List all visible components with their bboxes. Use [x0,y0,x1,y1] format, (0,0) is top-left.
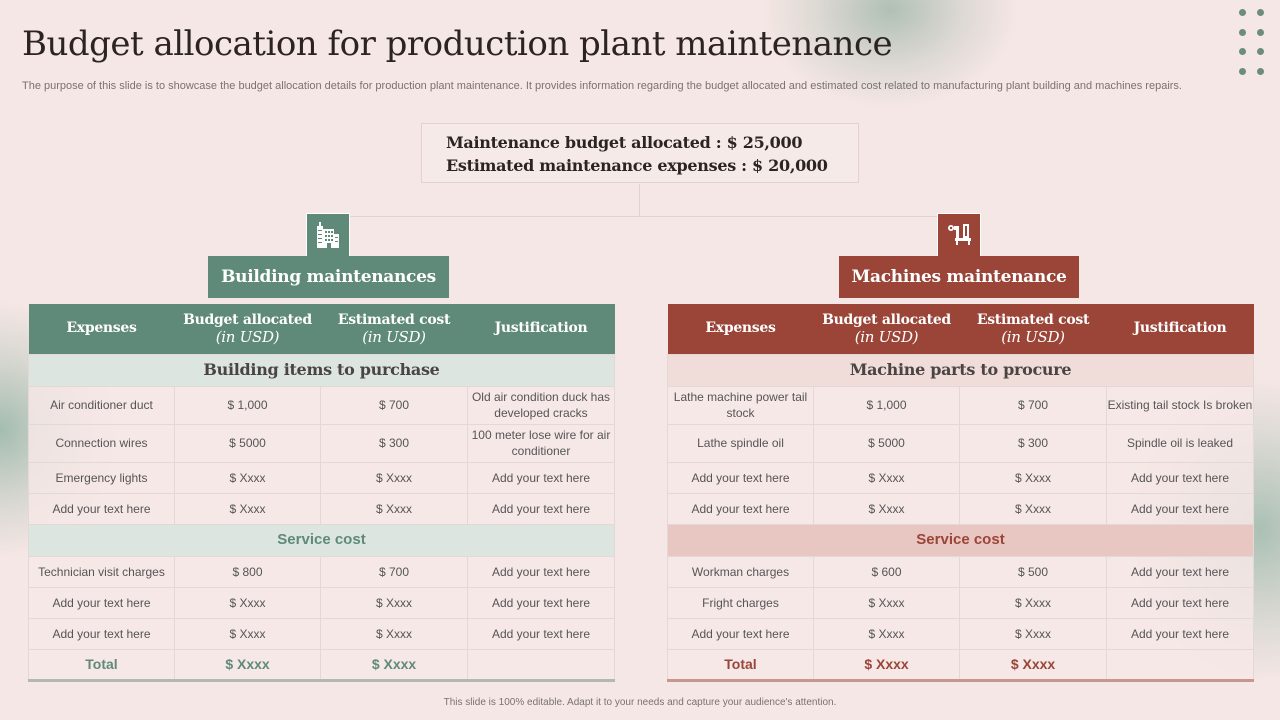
header-estimated: Estimated cost (in USD) [320,304,468,354]
table-row: Emergency lights $ Xxxx $ Xxxx Add your … [28,461,615,494]
table-row: Add your text here $ Xxxx $ Xxxx Add you… [28,586,615,619]
table-row: Add your text here $ Xxxx $ Xxxx Add you… [667,617,1254,650]
table-row: Add your text here $ Xxxx $ Xxxx Add you… [667,461,1254,494]
table-row: Lathe machine power tail stock $ 1,000 $… [667,385,1254,425]
table-row: Lathe spindle oil $ 5000 $ 300 Spindle o… [667,423,1254,463]
table-header-row: Expenses Budget allocated (in USD) Estima… [28,304,615,354]
header-expenses: Expenses [667,304,814,354]
building-icon [306,213,350,257]
table-header-row: Expenses Budget allocated (in USD) Estima… [667,304,1254,354]
slide-footer: This slide is 100% editable. Adapt it to… [443,697,837,708]
budget-summary-box: Maintenance budget allocated : $ 25,000 … [421,123,859,183]
header-justification: Justification [467,304,615,354]
connector-line [350,216,938,217]
machines-maintenance-label: Machines maintenance [839,256,1079,298]
lathe-machine-icon [937,213,981,257]
table-row: Air conditioner duct $ 1,000 $ 700 Old a… [28,385,615,425]
slide-title: Budget allocation for production plant m… [22,24,893,64]
budget-allocated-text: Maintenance budget allocated : $ 25,000 [446,133,803,152]
header-budget: Budget allocated (in USD) [813,304,960,354]
header-justification: Justification [1106,304,1254,354]
table-row: Technician visit charges $ 800 $ 700 Add… [28,555,615,588]
connector-line [639,184,640,217]
total-row: Total $ Xxxx $ Xxxx [28,648,615,681]
category-row: Service cost [667,523,1254,557]
machines-maintenance-table: Expenses Budget allocated (in USD) Estima… [667,304,1254,682]
table-row: Workman charges $ 600 $ 500 Add your tex… [667,555,1254,588]
header-expenses: Expenses [28,304,175,354]
category-row: Building items to purchase [28,353,615,387]
table-row: Add your text here $ Xxxx $ Xxxx Add you… [28,617,615,650]
table-row: Add your text here $ Xxxx $ Xxxx Add you… [667,492,1254,525]
building-maintenance-label: Building maintenances [208,256,449,298]
estimated-expenses-text: Estimated maintenance expenses : $ 20,00… [446,156,828,175]
table-row: Connection wires $ 5000 $ 300 100 meter … [28,423,615,463]
table-row: Fright charges $ Xxxx $ Xxxx Add your te… [667,586,1254,619]
building-maintenance-table: Expenses Budget allocated (in USD) Estima… [28,304,615,682]
slide-subtitle: The purpose of this slide is to showcase… [22,80,1182,92]
category-row: Service cost [28,523,615,557]
header-estimated: Estimated cost (in USD) [959,304,1107,354]
category-row: Machine parts to procure [667,353,1254,387]
table-row: Add your text here $ Xxxx $ Xxxx Add you… [28,492,615,525]
header-budget: Budget allocated (in USD) [174,304,321,354]
total-row: Total $ Xxxx $ Xxxx [667,648,1254,681]
